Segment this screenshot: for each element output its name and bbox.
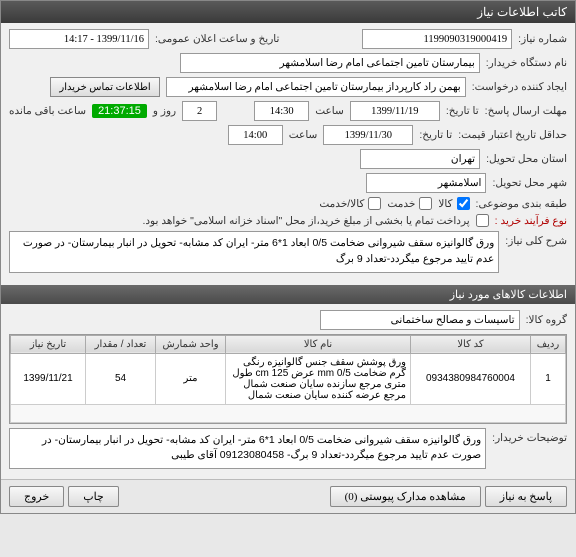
- exit-button[interactable]: خروج: [9, 486, 64, 507]
- group-label: گروه کالا:: [526, 314, 567, 326]
- cell-name: ورق پوشش سقف جنس گالوانیزه رنگی گرم ضخام…: [226, 353, 411, 404]
- goods-checkbox[interactable]: [457, 197, 470, 210]
- window-titlebar: کاتب اطلاعات نیاز: [1, 1, 575, 23]
- buyer-notes-box: ورق گالوانیزه سقف شیروانی ضخامت 0/5 ابعا…: [9, 428, 486, 470]
- col-date: تاریخ نیاز: [11, 335, 86, 353]
- col-name: نام کالا: [226, 335, 411, 353]
- items-table-wrap: ردیف کد کالا نام کالا واحد شمارش تعداد /…: [9, 334, 567, 424]
- goods-service-checkbox[interactable]: [368, 197, 381, 210]
- window-title: کاتب اطلاعات نیاز: [477, 5, 567, 19]
- buyer-org-field[interactable]: [180, 53, 480, 73]
- time-label-1: ساعت: [315, 105, 344, 117]
- col-unit: واحد شمارش: [156, 335, 226, 353]
- service-label: خدمت: [387, 198, 415, 210]
- footer-bar: پاسخ به نیاز مشاهده مدارک پیوستی (0) چاپ…: [1, 479, 575, 513]
- cell-code: 0934380984760004: [411, 353, 531, 404]
- col-row: ردیف: [531, 335, 566, 353]
- attachments-button[interactable]: مشاهده مدارک پیوستی (0): [330, 486, 481, 507]
- deadline-to-label: تا تاریخ:: [446, 105, 479, 117]
- table-header-row: ردیف کد کالا نام کالا واحد شمارش تعداد /…: [11, 335, 566, 353]
- respond-button[interactable]: پاسخ به نیاز: [485, 486, 567, 507]
- creator-field[interactable]: [166, 77, 466, 97]
- process-type-label: نوع فرآیند خرید :: [495, 215, 567, 227]
- process-type-value: پرداخت تمام یا بخشی از مبلغ خرید،از محل …: [142, 215, 469, 227]
- col-qty: تعداد / مقدار: [86, 335, 156, 353]
- category-label: طبقه بندی موضوعی:: [476, 198, 567, 210]
- city-field[interactable]: [366, 173, 486, 193]
- service-checkbox[interactable]: [419, 197, 432, 210]
- table-row: [11, 404, 566, 422]
- days-label: روز و: [153, 105, 176, 117]
- table-row[interactable]: 1 0934380984760004 ورق پوشش سقف جنس گالو…: [11, 353, 566, 404]
- request-no-label: شماره نیاز:: [518, 33, 567, 45]
- info-window: کاتب اطلاعات نیاز شماره نیاز: تاریخ و سا…: [0, 0, 576, 514]
- items-section-header: اطلاعات کالاهای مورد نیاز: [1, 285, 575, 304]
- cell-date: 1399/11/21: [11, 353, 86, 404]
- group-field[interactable]: [320, 310, 520, 330]
- request-no-field[interactable]: [362, 29, 512, 49]
- items-table: ردیف کد کالا نام کالا واحد شمارش تعداد /…: [10, 335, 566, 423]
- col-code: کد کالا: [411, 335, 531, 353]
- validity-label: حداقل تاریخ اعتبار قیمت:: [458, 129, 567, 141]
- deadline-time-field[interactable]: [254, 101, 309, 121]
- general-desc-box: ورق گالوانیزه سقف شیروانی ضخامت 0/5 ابعا…: [9, 231, 499, 273]
- announce-label: تاریخ و ساعت اعلان عمومی:: [155, 33, 279, 45]
- goods-label: کالا: [438, 198, 452, 210]
- remaining-label: ساعت باقی مانده: [9, 105, 86, 117]
- validity-to-label: تا تاریخ:: [419, 129, 452, 141]
- city-label: شهر محل تحویل:: [492, 177, 567, 189]
- validity-time-field[interactable]: [228, 125, 283, 145]
- deadline-send-label: مهلت ارسال پاسخ:: [485, 105, 567, 117]
- buyer-notes-label: توضیحات خریدار:: [492, 428, 567, 444]
- items-area: گروه کالا: ردیف کد کالا نام کالا واحد شم…: [1, 304, 575, 480]
- announce-field[interactable]: [9, 29, 149, 49]
- form-area: شماره نیاز: تاریخ و ساعت اعلان عمومی: نا…: [1, 23, 575, 283]
- print-button[interactable]: چاپ: [68, 486, 119, 507]
- process-type-checkbox[interactable]: [476, 214, 489, 227]
- cell-row: 1: [531, 353, 566, 404]
- goods-service-label: کالا/خدمت: [319, 198, 364, 210]
- creator-label: ایجاد کننده درخواست:: [472, 81, 567, 93]
- cell-qty: 54: [86, 353, 156, 404]
- contact-button[interactable]: اطلاعات تماس خریدار: [50, 77, 159, 97]
- province-field[interactable]: [360, 149, 480, 169]
- deadline-date-field[interactable]: [350, 101, 440, 121]
- general-desc-label: شرح کلی نیاز:: [505, 231, 567, 247]
- validity-date-field[interactable]: [323, 125, 413, 145]
- countdown-timer: 21:37:15: [92, 104, 147, 118]
- buyer-org-label: نام دستگاه خریدار:: [486, 57, 567, 69]
- time-label-2: ساعت: [289, 129, 318, 141]
- days-field: [182, 101, 217, 121]
- province-label: استان محل تحویل:: [486, 153, 567, 165]
- cell-unit: متر: [156, 353, 226, 404]
